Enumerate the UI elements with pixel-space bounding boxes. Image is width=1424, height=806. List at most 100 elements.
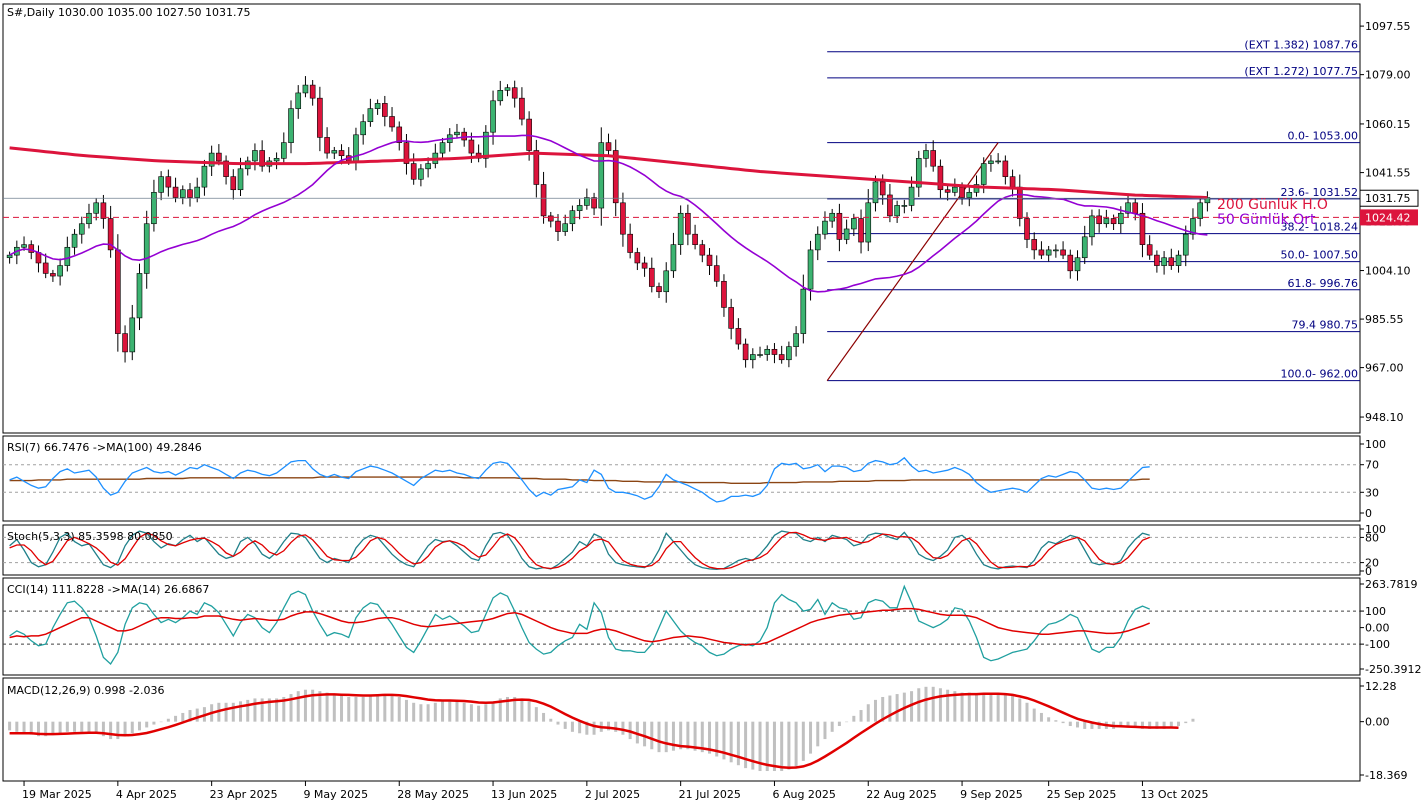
- macd-histogram-bar: [635, 721, 639, 744]
- time-tick-10: 9 Sep 2025: [960, 788, 1023, 801]
- macd-histogram-bar: [758, 721, 762, 772]
- candle-bear: [627, 233, 633, 253]
- price-tick-3: 1041.55: [1365, 167, 1411, 180]
- macd-histogram-bar: [224, 702, 228, 722]
- candle-bull: [576, 205, 583, 211]
- macd-histogram-bar: [195, 708, 199, 722]
- time-tick-7: 21 Jul 2025: [679, 788, 741, 801]
- candle-bear: [540, 184, 547, 217]
- candle-bull: [822, 220, 828, 235]
- fib-label-2: 0.0- 1053.00: [1288, 130, 1358, 143]
- candle-bull: [1089, 215, 1095, 238]
- candle-bull: [143, 223, 150, 274]
- candle-bear: [634, 252, 641, 264]
- rsi-tick-0: 100: [1365, 438, 1386, 451]
- candle-bear: [1024, 218, 1030, 240]
- candle-bear: [836, 212, 843, 240]
- macd-histogram-bar: [1076, 721, 1080, 728]
- macd-histogram-bar: [527, 701, 531, 722]
- macd-histogram-bar: [246, 699, 250, 722]
- candle-bear: [259, 150, 265, 167]
- candle-bear: [944, 189, 951, 193]
- time-tick-12: 13 Oct 2025: [1140, 788, 1208, 801]
- candle-bear: [713, 265, 720, 282]
- macd-histogram-bar: [174, 715, 178, 722]
- macd-histogram-bar: [873, 699, 877, 722]
- time-tick-6: 2 Jul 2025: [585, 788, 640, 801]
- macd-histogram-bar: [181, 712, 185, 722]
- time-tick-0: 19 Mar 2025: [22, 788, 92, 801]
- macd-tick-0: 12.28: [1365, 680, 1397, 693]
- macd-histogram-bar: [469, 704, 473, 722]
- candle-bear: [1067, 254, 1074, 272]
- candle-bear: [706, 254, 713, 266]
- candle-bull: [129, 317, 136, 353]
- macd-histogram-bar: [123, 721, 127, 737]
- current-price-box: [1359, 189, 1419, 207]
- fib-label-1: (EXT 1.272) 1077.75: [1244, 65, 1358, 78]
- macd-histogram-bar: [736, 721, 740, 766]
- macd-histogram-bar: [1032, 708, 1036, 722]
- macd-histogram-bar: [296, 691, 300, 722]
- candle-bear: [317, 97, 323, 138]
- macd-histogram-bar: [1083, 721, 1087, 729]
- candle-bull: [894, 205, 900, 217]
- macd-histogram-bar: [267, 698, 271, 722]
- candle-bull: [483, 131, 489, 159]
- candle-bear: [1002, 160, 1009, 177]
- time-tick-8: 6 Aug 2025: [772, 788, 835, 801]
- candle-bear: [879, 181, 886, 196]
- candle-bull: [1074, 257, 1081, 272]
- candle-bull: [288, 108, 294, 143]
- macd-histogram-bar: [989, 692, 993, 722]
- macd-histogram-bar: [700, 721, 704, 753]
- macd-histogram-bar: [801, 721, 805, 761]
- candle-bear: [100, 202, 107, 219]
- candle-bull: [750, 354, 756, 361]
- macd-histogram-bar: [361, 696, 365, 722]
- macd-histogram-bar: [765, 721, 769, 772]
- candle-bull: [1081, 236, 1088, 259]
- candle-bear: [165, 176, 172, 188]
- macd-histogram-bar: [621, 721, 625, 735]
- candle-bull: [280, 142, 287, 159]
- candle-bull: [201, 165, 208, 188]
- candle-bear: [107, 218, 114, 251]
- macd-histogram-bar: [462, 702, 466, 722]
- candle-bull: [793, 333, 799, 347]
- macd-histogram-bar: [412, 702, 416, 722]
- macd-histogram-bar: [231, 702, 235, 722]
- candle-bull: [151, 192, 157, 225]
- macd-tick-1: 0.00: [1365, 716, 1390, 729]
- candle-bull: [1190, 218, 1196, 235]
- macd-histogram-bar: [289, 694, 293, 722]
- macd-histogram-bar: [376, 694, 380, 722]
- candle-bull: [136, 273, 143, 319]
- macd-histogram-bar: [1155, 721, 1159, 729]
- macd-histogram-bar: [1177, 721, 1181, 727]
- candle-bull: [425, 163, 431, 170]
- macd-histogram-bar: [1039, 712, 1043, 722]
- candle-bull: [995, 160, 1001, 163]
- chart-plot-layer: (EXT 1.382) 1087.76 (EXT 1.272) 1077.75 0.…: [3, 39, 1419, 772]
- chart-panes: 1097.551079.001060.151041.551022.801004.…: [2, 3, 1421, 801]
- macd-histogram-bar: [1126, 721, 1130, 728]
- candle-bear: [685, 212, 691, 235]
- candle-bear: [735, 328, 742, 345]
- fib-label-7: 79.4 980.75: [1292, 319, 1358, 332]
- candle-bull: [194, 186, 201, 198]
- macd-histogram-bar: [1025, 702, 1029, 722]
- macd-histogram-bar: [614, 721, 618, 732]
- macd-histogram-bar: [751, 721, 755, 770]
- rsi-line: [9, 456, 1150, 503]
- candle-bear: [1038, 249, 1045, 256]
- candle-bear: [28, 244, 35, 253]
- macd-histogram-bar: [354, 696, 358, 722]
- macd-histogram-bar: [1133, 721, 1137, 728]
- candle-bear: [555, 220, 561, 232]
- macd-histogram-bar: [29, 721, 33, 735]
- macd-histogram-bar: [275, 698, 279, 722]
- candle-bull: [1125, 202, 1131, 214]
